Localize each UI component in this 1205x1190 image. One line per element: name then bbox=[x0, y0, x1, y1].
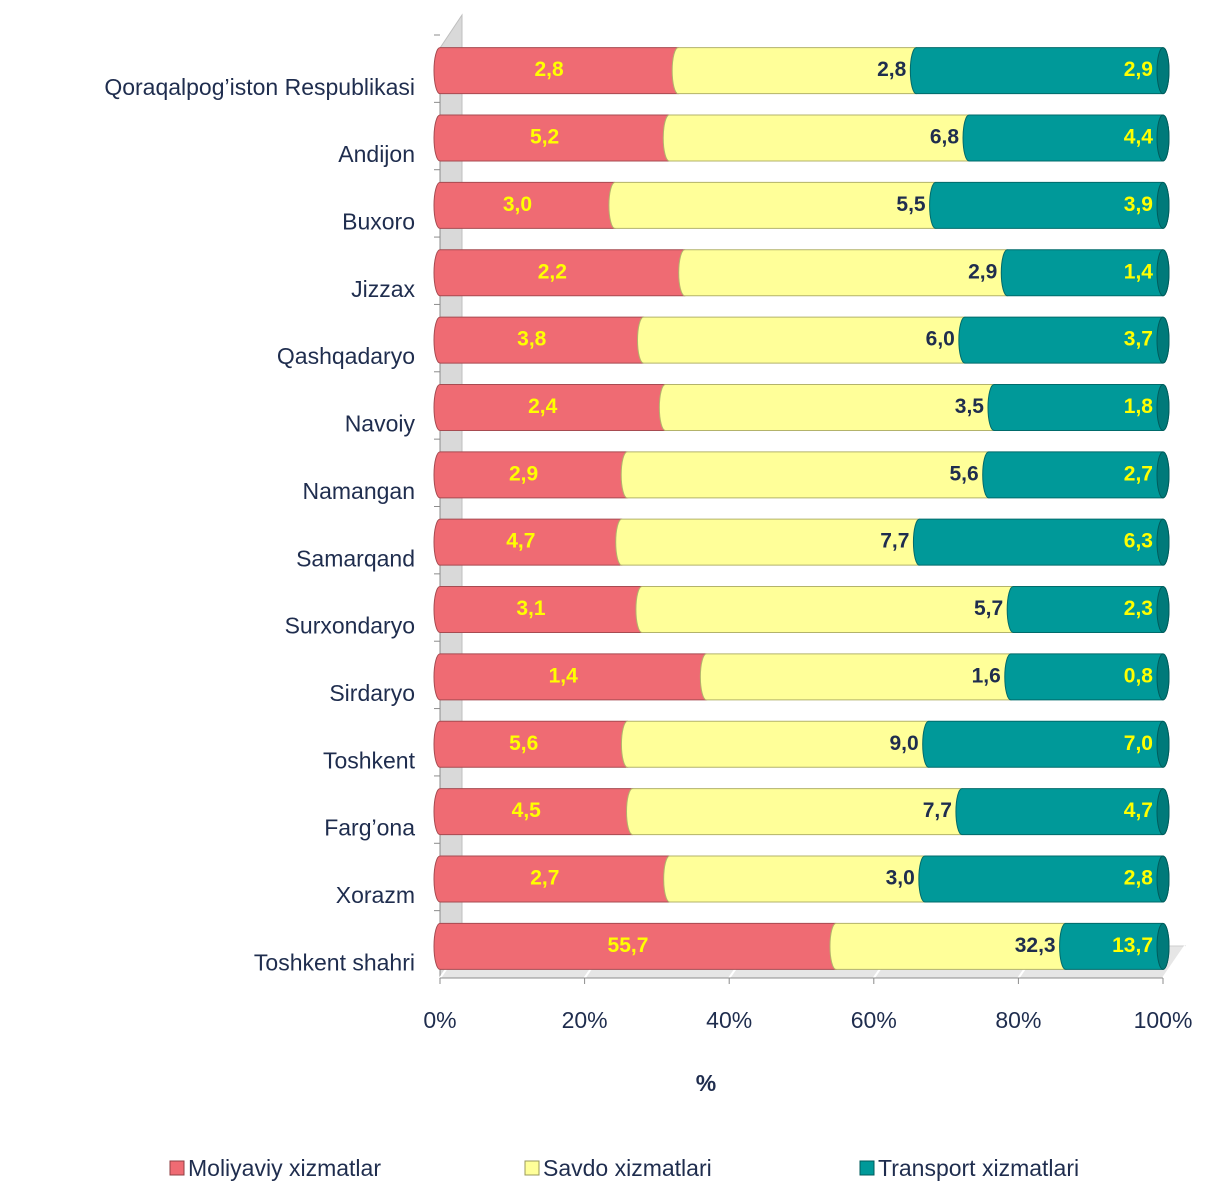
value-label: 4,4 bbox=[1124, 126, 1154, 149]
y-tick-label: Farg’ona bbox=[324, 815, 415, 841]
y-tick-label: Andijon bbox=[338, 141, 415, 167]
value-label: 3,0 bbox=[886, 867, 915, 890]
value-label: 0,8 bbox=[1124, 664, 1154, 687]
x-axis-title: % bbox=[696, 1070, 716, 1096]
legend-swatch bbox=[859, 1160, 875, 1176]
bar-cap bbox=[1156, 653, 1170, 701]
bar-cap bbox=[1156, 316, 1170, 364]
bar bbox=[620, 451, 996, 499]
bar-cap bbox=[1156, 586, 1170, 634]
value-label: 2,2 bbox=[538, 260, 567, 283]
value-label: 13,7 bbox=[1112, 934, 1153, 957]
value-label: 6,0 bbox=[926, 328, 955, 351]
x-tick-label: 40% bbox=[706, 1007, 752, 1033]
y-tick-label: Qashqadaryo bbox=[277, 343, 415, 369]
y-tick-label: Toshkent shahri bbox=[254, 949, 415, 975]
bar-cap bbox=[1156, 249, 1170, 297]
legend-label: Moliyaviy xizmatlar bbox=[188, 1155, 381, 1181]
bar bbox=[635, 586, 1020, 634]
value-label: 32,3 bbox=[1015, 934, 1056, 957]
legend-swatch bbox=[524, 1160, 540, 1176]
value-label: 55,7 bbox=[608, 934, 649, 957]
bar bbox=[637, 316, 972, 364]
value-label: 3,9 bbox=[1124, 193, 1153, 216]
bar bbox=[615, 518, 926, 566]
value-label: 2,9 bbox=[1124, 58, 1153, 81]
x-tick-label: 0% bbox=[423, 1007, 456, 1033]
bar-cap bbox=[1156, 114, 1170, 162]
value-label: 2,9 bbox=[968, 260, 997, 283]
value-label: 2,7 bbox=[1124, 462, 1153, 485]
value-label: 5,7 bbox=[974, 597, 1003, 620]
y-tick-label: Samarqand bbox=[296, 545, 415, 571]
value-label: 3,0 bbox=[503, 193, 532, 216]
value-label: 1,6 bbox=[972, 664, 1001, 687]
value-label: 6,3 bbox=[1124, 530, 1153, 553]
bar-cap bbox=[1156, 720, 1170, 768]
bar bbox=[678, 249, 1014, 297]
x-tick-label: 20% bbox=[562, 1007, 608, 1033]
bar-cap bbox=[1156, 47, 1170, 95]
y-tick-label: Surxondaryo bbox=[285, 613, 415, 639]
value-label: 2,3 bbox=[1124, 597, 1153, 620]
value-label: 3,7 bbox=[1124, 328, 1153, 351]
value-label: 2,4 bbox=[528, 395, 558, 418]
bar bbox=[620, 720, 936, 768]
y-tick-label: Jizzax bbox=[351, 276, 415, 302]
y-tick-label: Qoraqalpog’iston Respublikasi bbox=[104, 74, 415, 100]
value-label: 7,0 bbox=[1124, 732, 1153, 755]
value-label: 7,7 bbox=[923, 799, 952, 822]
bar-cap bbox=[1156, 788, 1170, 836]
bar-cap bbox=[1156, 181, 1170, 229]
y-tick-label: Toshkent bbox=[323, 747, 416, 773]
value-label: 2,7 bbox=[530, 867, 559, 890]
value-label: 2,9 bbox=[509, 462, 538, 485]
value-label: 3,1 bbox=[516, 597, 546, 620]
bar bbox=[699, 653, 1018, 701]
bar-cap bbox=[1156, 383, 1170, 431]
value-label: 1,4 bbox=[1124, 260, 1154, 283]
value-label: 2,8 bbox=[534, 58, 564, 81]
value-label: 7,7 bbox=[880, 530, 909, 553]
legend-swatch bbox=[169, 1160, 185, 1176]
x-tick-label: 60% bbox=[851, 1007, 897, 1033]
y-tick-label: Navoiy bbox=[345, 411, 416, 437]
legend-label: Transport xizmatlari bbox=[878, 1155, 1079, 1181]
bar bbox=[662, 114, 976, 162]
value-label: 4,7 bbox=[1124, 799, 1153, 822]
value-label: 3,5 bbox=[955, 395, 985, 418]
bar-cap bbox=[1156, 922, 1170, 970]
value-label: 4,5 bbox=[512, 799, 542, 822]
y-tick-label: Namangan bbox=[302, 478, 415, 504]
bar bbox=[626, 788, 969, 836]
y-tick-label: Buxoro bbox=[342, 208, 415, 234]
value-label: 1,4 bbox=[549, 664, 579, 687]
x-tick-label: 80% bbox=[995, 1007, 1041, 1033]
value-label: 5,5 bbox=[896, 193, 926, 216]
x-tick-label: 100% bbox=[1134, 1007, 1193, 1033]
value-label: 5,2 bbox=[530, 126, 559, 149]
bar-cap bbox=[1156, 451, 1170, 499]
bar bbox=[658, 383, 1001, 431]
value-label: 5,6 bbox=[950, 462, 979, 485]
value-label: 4,7 bbox=[506, 530, 535, 553]
y-tick-label: Xorazm bbox=[336, 882, 415, 908]
value-label: 2,8 bbox=[877, 58, 907, 81]
value-label: 1,8 bbox=[1124, 395, 1154, 418]
value-label: 3,8 bbox=[517, 328, 547, 351]
grid-line bbox=[1162, 945, 1186, 979]
bar bbox=[608, 181, 943, 229]
bar-cap bbox=[1156, 855, 1170, 903]
value-label: 2,8 bbox=[1124, 867, 1154, 890]
value-label: 9,0 bbox=[889, 732, 918, 755]
legend-label: Savdo xizmatlari bbox=[543, 1155, 712, 1181]
bar-cap bbox=[1156, 518, 1170, 566]
y-tick-label: Sirdaryo bbox=[329, 680, 415, 706]
value-label: 5,6 bbox=[509, 732, 538, 755]
value-label: 6,8 bbox=[930, 126, 960, 149]
